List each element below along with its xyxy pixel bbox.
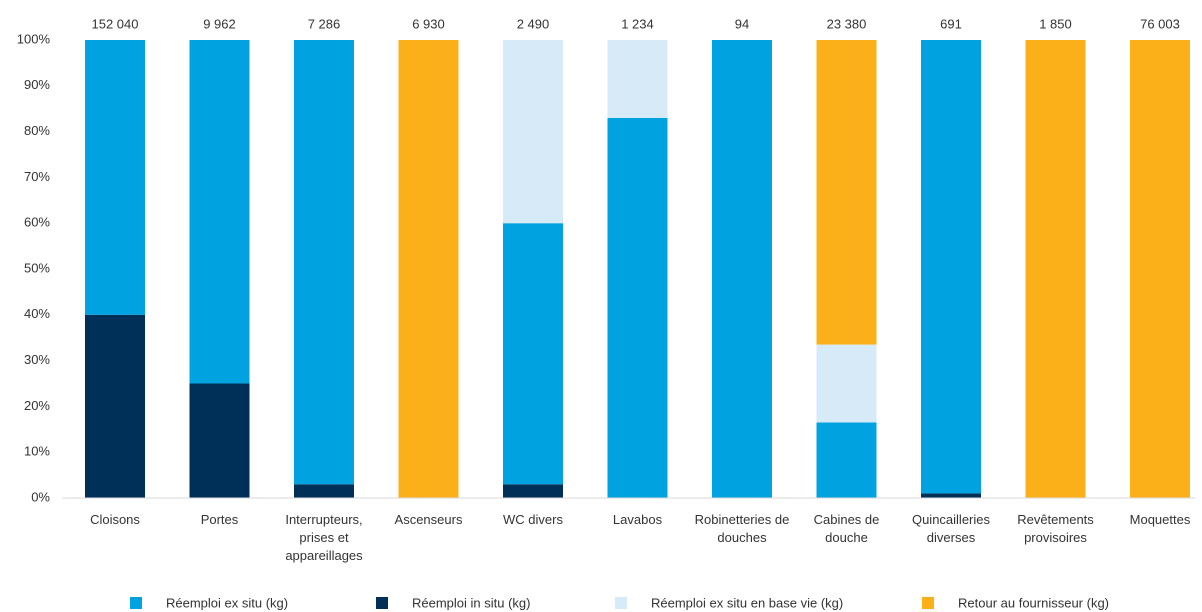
total-label: 76 003 xyxy=(1140,16,1180,31)
x-tick-label: Cabines de douche xyxy=(813,512,880,545)
bar-segment xyxy=(712,40,772,498)
bar-segment xyxy=(921,493,981,498)
y-tick-label: 100% xyxy=(17,31,51,46)
bar-segment xyxy=(921,40,981,494)
total-label: 1 234 xyxy=(621,16,654,31)
x-tick-label: Portes xyxy=(200,512,239,527)
total-label: 1 850 xyxy=(1039,16,1072,31)
y-tick-label: 20% xyxy=(24,398,50,413)
legend-swatch xyxy=(130,597,142,609)
legend-label: Réemploi ex situ (kg) xyxy=(166,595,288,610)
legend-swatch xyxy=(615,597,627,609)
legend-swatch xyxy=(376,597,388,609)
total-label: 9 962 xyxy=(203,16,236,31)
y-tick-label: 0% xyxy=(31,489,50,504)
legend-label: Réemploi ex situ en base vie (kg) xyxy=(651,595,843,610)
x-tick-label: Quincailleries diverses xyxy=(911,512,991,545)
legend-swatch xyxy=(922,597,934,609)
bar-segment xyxy=(816,40,877,345)
total-label: 6 930 xyxy=(412,16,445,31)
bar-segment xyxy=(503,223,563,485)
x-tick-label: Revêtements provisoires xyxy=(1017,512,1094,545)
total-label: 7 286 xyxy=(308,16,341,31)
total-label: 152 040 xyxy=(92,16,139,31)
total-label: 2 490 xyxy=(517,16,550,31)
y-tick-label: 60% xyxy=(24,215,50,230)
bar-segment xyxy=(398,40,459,498)
bar-segment xyxy=(294,484,354,498)
total-label: 94 xyxy=(735,16,749,31)
bar-segment xyxy=(503,484,563,498)
bar-segment xyxy=(816,344,877,423)
y-tick-label: 70% xyxy=(24,169,50,184)
x-tick-label: Robinetteries de douches xyxy=(694,512,790,545)
bar-segment xyxy=(503,40,563,224)
bar-segment xyxy=(294,40,354,485)
bar-segment xyxy=(85,314,145,498)
y-tick-label: 10% xyxy=(24,444,50,459)
y-tick-label: 80% xyxy=(24,123,50,138)
bar-segment xyxy=(1130,40,1190,498)
x-tick-label: Moquettes xyxy=(1129,512,1191,527)
legend-label: Réemploi in situ (kg) xyxy=(412,595,531,610)
y-tick-label: 30% xyxy=(24,352,50,367)
total-label: 691 xyxy=(940,16,962,31)
legend-label: Retour au fournisseur (kg) xyxy=(958,595,1109,610)
y-tick-label: 50% xyxy=(24,260,50,275)
y-tick-label: 40% xyxy=(24,306,50,321)
total-label: 23 380 xyxy=(827,16,867,31)
bar-segment xyxy=(85,40,145,315)
x-tick-label: Ascenseurs xyxy=(394,512,463,527)
x-tick-label: Cloisons xyxy=(90,512,140,527)
bar-segment xyxy=(607,40,668,118)
x-tick-label: WC divers xyxy=(503,512,563,527)
bar-segment xyxy=(189,383,250,498)
y-tick-label: 90% xyxy=(24,77,50,92)
x-tick-label: Interrupteurs, prises et appareillages xyxy=(285,512,363,563)
bar-segment xyxy=(607,117,668,499)
bar-segment xyxy=(816,422,877,498)
x-tick-label: Lavabos xyxy=(612,512,663,527)
bar-segment xyxy=(189,40,250,384)
bar-segment xyxy=(1025,40,1086,498)
